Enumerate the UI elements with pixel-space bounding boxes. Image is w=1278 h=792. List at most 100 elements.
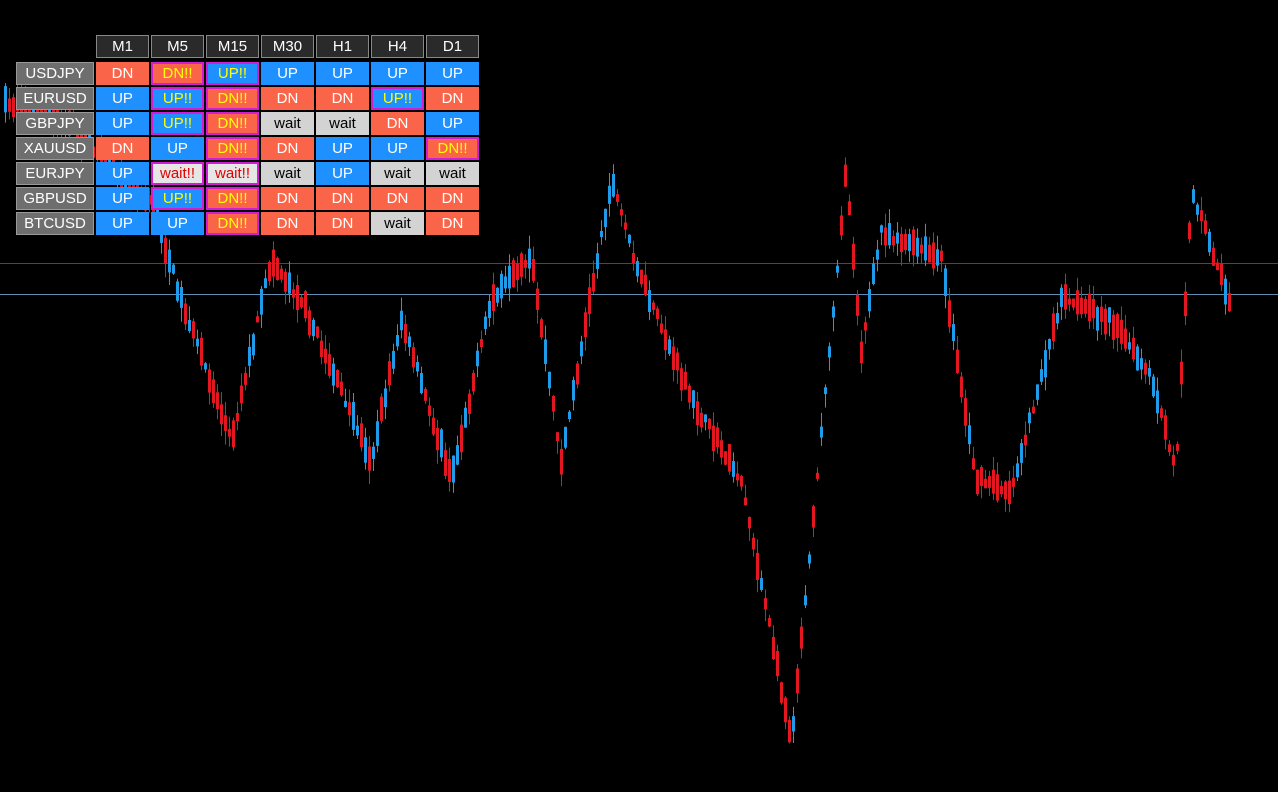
candle-body (860, 341, 863, 364)
signal-cell: UP!! (151, 187, 204, 210)
candle-body (1004, 481, 1007, 500)
candle-body (796, 668, 799, 694)
candle-body (300, 297, 303, 308)
candle-body (180, 287, 183, 308)
candle-body (792, 716, 795, 732)
candle-body (1148, 368, 1151, 377)
candle-body (520, 253, 523, 277)
candle-body (956, 349, 959, 373)
signal-cell: DN (371, 187, 424, 210)
candle-body (704, 414, 707, 423)
candle-body (84, 130, 87, 143)
signal-cell: UP (96, 212, 149, 235)
candle-body (536, 288, 539, 310)
candle-body (1056, 312, 1059, 324)
candle-body (660, 323, 663, 333)
candle-body (960, 376, 963, 398)
candle-body (348, 402, 351, 416)
signal-cell: DN (316, 187, 369, 210)
candle-body (264, 278, 267, 289)
signal-cell: DN (261, 87, 314, 110)
candle-body (192, 321, 195, 339)
signal-cell: DN (261, 137, 314, 160)
candle-body (228, 428, 231, 437)
candle-body (204, 363, 207, 370)
signal-cell: DN (371, 112, 424, 135)
candle-body (1152, 376, 1155, 397)
candle-body (376, 421, 379, 446)
signal-cell: DN (426, 87, 479, 110)
candle-body (932, 242, 935, 269)
candle-body (1068, 298, 1071, 305)
candle-body (1196, 204, 1199, 215)
candle-body (164, 237, 167, 264)
candle-body (780, 682, 783, 703)
candle-body (248, 346, 251, 366)
candle-body (212, 379, 215, 404)
candle-body (500, 273, 503, 299)
candle-body (412, 347, 415, 368)
candle-body (252, 334, 255, 356)
candle-body (1096, 307, 1099, 331)
candle-body (1116, 314, 1119, 338)
signal-cell: DN!! (206, 137, 259, 160)
candle-body (948, 300, 951, 327)
candle-body (280, 268, 283, 280)
candle-body (508, 265, 511, 289)
candle-body (372, 446, 375, 459)
candle-body (1048, 339, 1051, 350)
signal-table: M1 M5 M15 M30 H1 H4 D1 USDJPY DN DN!! UP!! UP UP UP UP… (0, 0, 500, 250)
candle-body (324, 348, 327, 364)
symbol-label: GBPJPY (16, 112, 94, 135)
candle-body (684, 371, 687, 390)
candle-body (224, 415, 227, 431)
candle-body (260, 288, 263, 315)
candle-body (308, 310, 311, 336)
candle-body (272, 249, 275, 277)
signal-cell: wait (316, 112, 369, 135)
candle-body (4, 86, 7, 113)
candle-body (368, 446, 371, 471)
signal-cell: UP!! (371, 87, 424, 110)
candle-body (432, 417, 435, 435)
candle-body (316, 326, 319, 338)
candle-body (1108, 307, 1111, 323)
candle-body (896, 232, 899, 244)
candle-body (132, 179, 135, 193)
candle-body (112, 153, 115, 171)
candle-body (504, 276, 507, 289)
candle-body (904, 233, 907, 251)
candle-body (8, 98, 11, 112)
candle-body (964, 398, 967, 426)
candle-body (568, 411, 571, 420)
candle-body (352, 401, 355, 430)
candle-body (292, 289, 295, 298)
candle-body (1008, 480, 1011, 505)
signal-cell: DN!! (151, 62, 204, 85)
candle-body (288, 272, 291, 294)
candle-body (384, 388, 387, 408)
candle-body (1208, 231, 1211, 253)
signal-cell: UP (96, 187, 149, 210)
candle-body (1164, 415, 1167, 440)
signal-cell: DN!! (206, 87, 259, 110)
symbol-label: GBPUSD (16, 187, 94, 210)
candle-body (740, 476, 743, 487)
candle-body (436, 428, 439, 451)
candle-body (832, 306, 835, 318)
candle-body (516, 263, 519, 281)
candle-body (1184, 291, 1187, 317)
candle-body (612, 174, 615, 197)
candle-body (944, 268, 947, 296)
candle-body (1188, 222, 1191, 240)
candle-body (700, 412, 703, 428)
candle-body (1084, 298, 1087, 314)
candle-body (844, 164, 847, 187)
candle-body (1012, 477, 1015, 487)
candle-body (804, 595, 807, 606)
candle-body (220, 404, 223, 425)
candle-body (176, 281, 179, 301)
candle-body (380, 396, 383, 421)
candle-body (604, 208, 607, 227)
